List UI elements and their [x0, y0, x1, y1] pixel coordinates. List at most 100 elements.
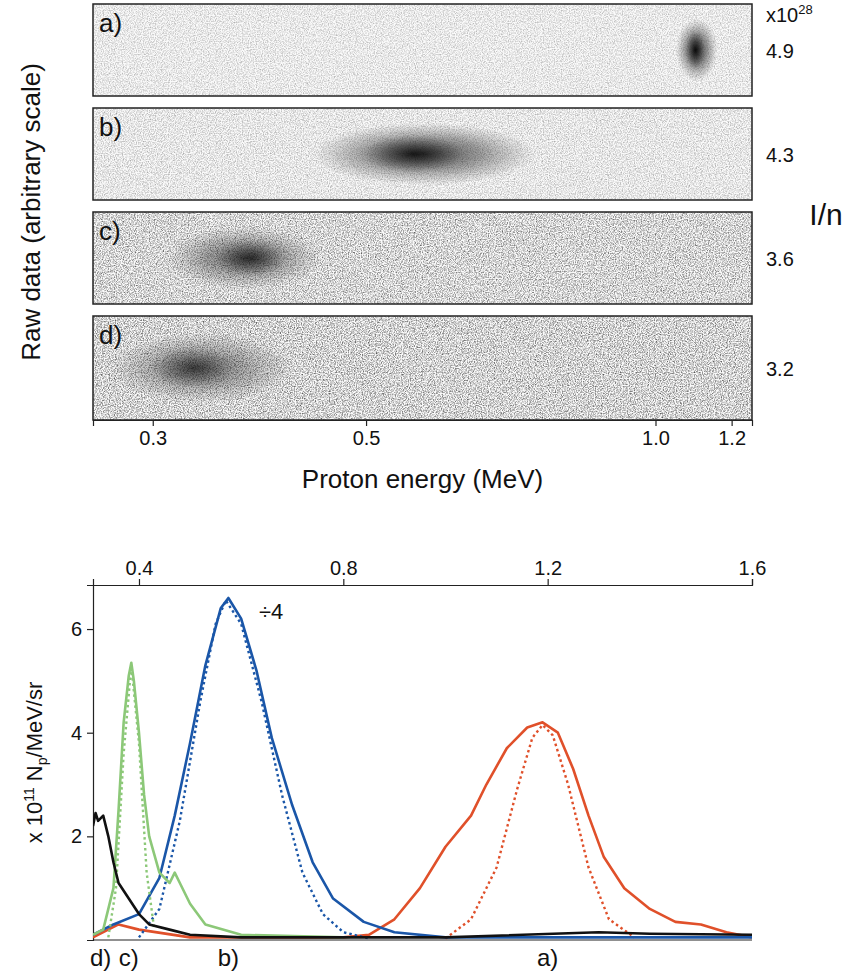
axis: 2 4 6	[71, 586, 94, 941]
tick: 4	[71, 722, 93, 744]
tick-label: 1.6	[739, 557, 767, 579]
panel-frame	[93, 108, 752, 200]
panel-content	[93, 4, 752, 96]
curve-label: c)	[119, 944, 139, 971]
right-axis-title: I/n	[809, 198, 842, 231]
intensity-label: 4.9	[766, 40, 794, 62]
tick-mark	[87, 733, 93, 734]
panel-label: d)	[99, 320, 122, 350]
axis: 0.4 0.8 1.2 1.6	[94, 557, 767, 586]
tick-label: 4	[71, 722, 82, 744]
panel: b) 4.3	[93, 108, 794, 200]
panel: d) 3.2	[93, 316, 794, 420]
tick: 1.2	[718, 420, 746, 449]
panel-noise	[93, 4, 752, 96]
tick-mark	[153, 420, 154, 426]
raw-data: a) 4.9 b) 4.3 c) 3.6 d) 3.2	[93, 4, 794, 420]
x-axis-title: Proton energy (MeV)	[302, 464, 543, 494]
panel-noise	[93, 212, 752, 304]
panel-frame	[93, 212, 752, 304]
annotation: ÷4	[259, 599, 283, 624]
blob-core	[686, 32, 705, 69]
intensity-label: 4.3	[766, 144, 794, 166]
tick-label: 6	[71, 618, 82, 640]
panel: c) 3.6	[93, 212, 794, 304]
fit-line	[108, 665, 154, 937]
y-axis-title: Raw data (arbitrary scale)	[16, 63, 46, 361]
tick: 0.8	[330, 557, 358, 585]
blob	[166, 227, 322, 290]
panel-background	[93, 4, 752, 96]
curve-label: d)	[90, 944, 111, 971]
spectrum-line	[93, 663, 343, 938]
panel-background	[93, 212, 752, 304]
panel-frame	[93, 316, 752, 420]
panel-label: a)	[99, 8, 122, 38]
panel-label: c)	[99, 216, 121, 246]
axis-line	[94, 421, 753, 427]
tick-mark	[87, 836, 93, 837]
tick: 0.5	[353, 420, 381, 449]
fit-line	[139, 601, 369, 939]
panel-content	[93, 108, 752, 200]
plot-lines	[93, 598, 752, 938]
tick-label: 1.2	[534, 557, 562, 579]
figure: a) 4.9 b) 4.3 c) 3.6 d) 3.2 x1028 I/n Raw data (ar…	[0, 0, 848, 977]
tick: 1.6	[739, 557, 767, 585]
tick-label: 2	[71, 825, 82, 847]
panel-background	[93, 316, 752, 420]
tick-mark	[366, 420, 367, 426]
tick: 2	[71, 825, 93, 847]
tick: 0.3	[139, 420, 167, 449]
axis-line	[87, 586, 94, 941]
y-title-suffix: /MeV/sr	[22, 682, 47, 758]
panel-noise	[93, 108, 752, 200]
y-title-prefix: x 10	[22, 802, 47, 844]
blob	[676, 19, 718, 82]
multiplier-exponent: 28	[798, 2, 812, 17]
blob-core	[151, 347, 234, 389]
curve-label: a)	[537, 944, 558, 971]
panel-label: b)	[99, 112, 122, 142]
intensity-label: 3.2	[766, 358, 794, 380]
intensity-label: 3.6	[766, 248, 794, 270]
blob-core	[216, 240, 286, 277]
tick-mark	[139, 579, 140, 585]
tick-mark	[343, 579, 344, 585]
tick: 0.4	[126, 557, 154, 585]
blob	[109, 333, 293, 404]
multiplier: x1028	[766, 2, 813, 26]
y-title-subscript: p	[34, 757, 50, 765]
tick-label: 0.3	[139, 427, 167, 449]
tick-mark	[732, 420, 733, 426]
y-title-exponent: 11	[21, 787, 37, 802]
plot-frame-bottom	[93, 939, 752, 940]
tick-label: 1.2	[718, 427, 746, 449]
panel-noise	[93, 316, 752, 420]
tick: 1.0	[642, 420, 670, 449]
tick-label: 0.5	[353, 427, 381, 449]
panel-frame	[93, 4, 752, 96]
axis: 0.3 0.5 1.0 1.2	[94, 420, 753, 449]
tick-label: 0.8	[330, 557, 358, 579]
panel-content	[93, 316, 752, 420]
curve-label: b)	[218, 944, 239, 971]
tick-mark	[548, 579, 549, 585]
fit-line	[445, 725, 634, 939]
panel-content	[93, 212, 752, 304]
tick: 1.2	[534, 557, 562, 585]
tick: 6	[71, 618, 93, 640]
tick-label: 0.4	[126, 557, 154, 579]
y-title-main: N	[22, 765, 47, 781]
tick-mark	[87, 629, 93, 630]
panel-background	[93, 108, 752, 200]
tick-mark	[655, 420, 656, 426]
multiplier-base: x10	[766, 4, 798, 26]
tick-mark	[752, 579, 753, 585]
y-axis-title: x 1011 Np/MeV/sr	[21, 682, 50, 844]
blob	[313, 123, 536, 186]
blob-core	[363, 136, 463, 173]
spectrum-line	[93, 813, 752, 937]
spectrum-line	[93, 598, 752, 937]
tick-label: 1.0	[642, 427, 670, 449]
